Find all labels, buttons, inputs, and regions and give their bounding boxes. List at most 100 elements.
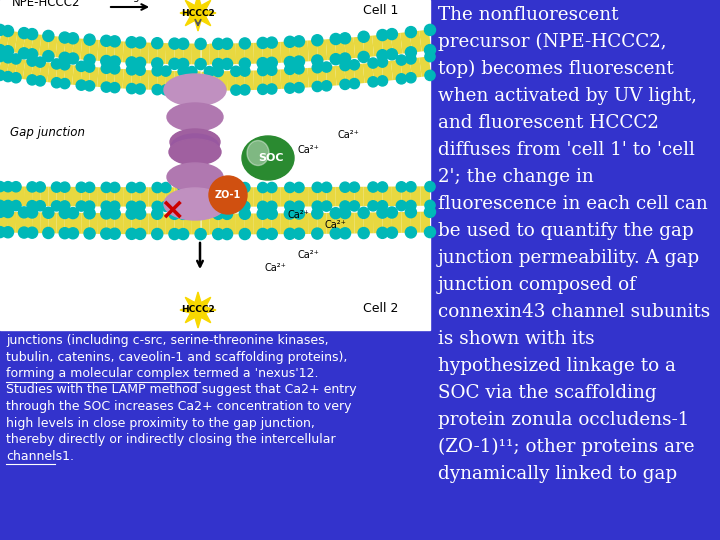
- Circle shape: [321, 182, 332, 192]
- Circle shape: [377, 201, 387, 211]
- Circle shape: [126, 228, 137, 239]
- Circle shape: [195, 208, 206, 219]
- Circle shape: [178, 228, 189, 240]
- Circle shape: [135, 57, 145, 69]
- Circle shape: [109, 83, 120, 93]
- Circle shape: [3, 181, 13, 192]
- Circle shape: [405, 47, 416, 58]
- Text: dynamically linked to gap: dynamically linked to gap: [438, 465, 677, 483]
- Circle shape: [161, 66, 171, 76]
- Circle shape: [84, 55, 95, 65]
- Text: precursor (NPE-HCCC2,: precursor (NPE-HCCC2,: [438, 33, 667, 51]
- Circle shape: [135, 183, 145, 193]
- Circle shape: [35, 182, 45, 192]
- Circle shape: [84, 62, 94, 72]
- Circle shape: [152, 228, 163, 240]
- Text: through the SOC increases Ca2+ concentration to very: through the SOC increases Ca2+ concentra…: [6, 400, 351, 413]
- Circle shape: [19, 207, 30, 218]
- Circle shape: [161, 201, 171, 212]
- Circle shape: [35, 76, 45, 86]
- Circle shape: [405, 227, 416, 238]
- Ellipse shape: [164, 188, 226, 220]
- Text: tubulin, catenins, caveolin-1 and scaffolding proteins),: tubulin, catenins, caveolin-1 and scaffo…: [6, 350, 347, 363]
- Circle shape: [266, 183, 277, 193]
- Circle shape: [127, 65, 137, 75]
- Circle shape: [109, 201, 120, 211]
- Text: junctions (including c-src, serine-threonine kinases,: junctions (including c-src, serine-threo…: [6, 334, 328, 347]
- Text: connexin43 channel subunits: connexin43 channel subunits: [438, 303, 710, 321]
- Circle shape: [178, 66, 188, 77]
- Text: Cell 1: Cell 1: [363, 4, 398, 17]
- Circle shape: [27, 56, 37, 66]
- Circle shape: [84, 34, 95, 45]
- Circle shape: [84, 208, 95, 219]
- Circle shape: [257, 208, 269, 219]
- Circle shape: [213, 85, 223, 96]
- Circle shape: [152, 201, 162, 212]
- Circle shape: [109, 228, 120, 239]
- Circle shape: [0, 70, 5, 80]
- Circle shape: [109, 56, 120, 67]
- Circle shape: [213, 183, 223, 193]
- Circle shape: [126, 37, 137, 48]
- Circle shape: [321, 62, 332, 72]
- Circle shape: [257, 228, 269, 239]
- Circle shape: [212, 208, 224, 219]
- Text: junction composed of: junction composed of: [438, 276, 637, 294]
- Circle shape: [294, 36, 305, 47]
- Circle shape: [425, 227, 436, 238]
- Text: hypothesized linkage to a: hypothesized linkage to a: [438, 357, 676, 375]
- Circle shape: [195, 228, 206, 240]
- Circle shape: [330, 33, 341, 44]
- Circle shape: [240, 66, 250, 76]
- Circle shape: [195, 58, 206, 70]
- Circle shape: [126, 57, 137, 68]
- Circle shape: [51, 201, 62, 211]
- Circle shape: [358, 207, 369, 218]
- Circle shape: [222, 38, 233, 49]
- Text: and fluorescent HCCC2: and fluorescent HCCC2: [438, 114, 659, 132]
- Circle shape: [258, 65, 268, 76]
- Circle shape: [51, 78, 62, 88]
- Ellipse shape: [164, 74, 226, 106]
- Circle shape: [340, 228, 351, 239]
- Circle shape: [135, 228, 145, 239]
- Circle shape: [84, 182, 94, 192]
- Circle shape: [42, 30, 54, 42]
- Circle shape: [222, 208, 233, 219]
- Text: channels1.: channels1.: [6, 449, 74, 462]
- Circle shape: [84, 81, 94, 91]
- Circle shape: [60, 201, 70, 211]
- Circle shape: [27, 75, 37, 85]
- Circle shape: [330, 228, 341, 239]
- Text: diffuses from 'cell 1' to 'cell: diffuses from 'cell 1' to 'cell: [438, 141, 695, 159]
- Circle shape: [294, 201, 304, 211]
- Circle shape: [152, 38, 163, 49]
- Circle shape: [109, 36, 120, 47]
- Ellipse shape: [169, 139, 221, 165]
- Circle shape: [68, 53, 78, 64]
- Text: 2'; the change in: 2'; the change in: [438, 168, 594, 186]
- Circle shape: [76, 182, 86, 192]
- Circle shape: [195, 38, 206, 50]
- Circle shape: [76, 201, 86, 211]
- Text: thereby directly or indirectly closing the intercellular: thereby directly or indirectly closing t…: [6, 433, 336, 446]
- Circle shape: [178, 85, 188, 96]
- Circle shape: [285, 83, 295, 93]
- Circle shape: [406, 181, 416, 192]
- Circle shape: [349, 201, 359, 211]
- Circle shape: [266, 37, 277, 48]
- Circle shape: [186, 85, 197, 96]
- Circle shape: [377, 182, 387, 192]
- Circle shape: [340, 207, 351, 219]
- Circle shape: [266, 201, 277, 211]
- Circle shape: [59, 228, 71, 239]
- Circle shape: [102, 201, 112, 211]
- Circle shape: [258, 183, 268, 193]
- Circle shape: [68, 207, 78, 219]
- Circle shape: [27, 182, 37, 192]
- Circle shape: [312, 82, 323, 92]
- Circle shape: [0, 227, 6, 238]
- Circle shape: [368, 77, 378, 87]
- Circle shape: [266, 57, 277, 69]
